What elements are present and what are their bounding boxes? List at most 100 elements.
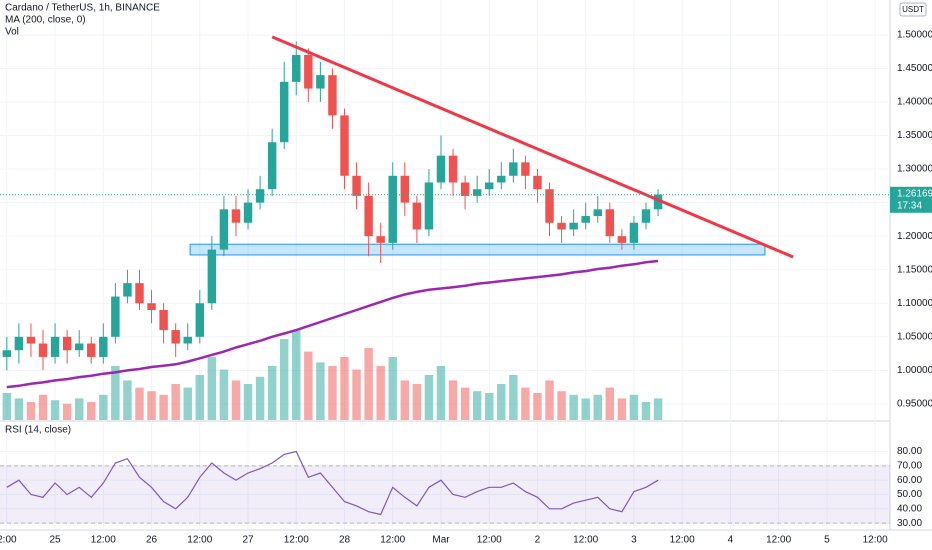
y-tick-label: 1.50000 [897, 30, 932, 41]
candle-body [376, 236, 385, 243]
x-tick-label: 26 [146, 535, 158, 546]
rsi-band [0, 465, 890, 524]
volume-bar [472, 391, 482, 420]
x-tick-label: 12:00 [477, 535, 502, 546]
volume-bar [641, 402, 651, 420]
chart-title: Cardano / TetherUS, 1h, BINANCE [5, 3, 160, 14]
candle-body [207, 249, 217, 304]
volume-bar [509, 375, 518, 420]
candle-body [400, 175, 410, 203]
volume-bar [521, 387, 530, 420]
currency-box[interactable] [899, 2, 927, 17]
candle-body [195, 303, 205, 337]
y-tick-label: 1.40000 [897, 97, 932, 108]
volume-bar [231, 380, 241, 420]
candle-body [460, 182, 470, 196]
candle-body [545, 189, 554, 223]
candle-body [388, 175, 397, 243]
ma-line [6, 259, 659, 389]
x-tick-label: 25 [50, 535, 62, 546]
candle-body [171, 330, 180, 344]
candle-body [448, 155, 458, 183]
candle-body [340, 115, 349, 176]
candle-body [219, 209, 229, 250]
y-tick-label: 1.30000 [897, 164, 932, 175]
volume-bar [50, 400, 60, 420]
volume-bar [171, 384, 180, 420]
volume-bar [87, 402, 96, 420]
rsi-tick-label: 70.00 [897, 460, 922, 471]
candle-body [412, 202, 422, 230]
ma-legend: MA (200, close, 0) [5, 15, 86, 26]
candle-body [159, 309, 168, 331]
y-tick-label: 1.20000 [897, 231, 932, 242]
candle-body [123, 283, 132, 297]
plot-layer [0, 0, 890, 530]
candle-body [484, 182, 494, 190]
y-tick-label: 1.15000 [897, 264, 932, 275]
volume-bar [111, 366, 120, 420]
volume-bar [159, 394, 168, 420]
volume-bar [316, 362, 325, 420]
volume-bar [147, 391, 156, 420]
candle-body [436, 155, 446, 183]
rsi-tick-label: 50.00 [897, 489, 922, 500]
candle-body [605, 209, 615, 237]
volume-bar [653, 398, 663, 420]
volume-bar [62, 403, 72, 420]
candle-body [255, 189, 265, 203]
x-tick-label: 2 [535, 535, 541, 546]
countdown-label: 17:34 [897, 200, 922, 211]
last-price-box [890, 186, 932, 213]
x-tick-label: 4 [728, 535, 734, 546]
y-tick-label: 1.45000 [897, 63, 932, 74]
volume-bar [304, 351, 313, 420]
volume-bar [255, 376, 265, 420]
volume-bar [581, 398, 590, 420]
candle-body [304, 55, 313, 89]
volume-bar [195, 375, 205, 420]
candle-body [581, 216, 590, 223]
volume-bar [484, 393, 494, 420]
volume-bar [533, 393, 542, 420]
candle-body [50, 336, 60, 357]
candle-body [569, 222, 578, 230]
candle-body [617, 236, 627, 243]
x-tick-label: 12:00 [863, 535, 888, 546]
candle-body [533, 175, 542, 190]
volume-bar [352, 369, 361, 420]
volume-bar [219, 369, 229, 420]
candle-body [279, 81, 289, 143]
rsi-tick-label: 30.00 [897, 518, 922, 529]
x-tick-label: 5 [824, 535, 830, 546]
x-tick-label: 27 [242, 535, 254, 546]
volume-bar [629, 394, 639, 420]
volume-bar [605, 387, 615, 420]
volume-bar [557, 391, 566, 420]
candle-body [135, 283, 144, 304]
volume-bar [292, 330, 301, 420]
volume-bar [74, 398, 84, 420]
x-tick-label: 2:00 [0, 535, 17, 546]
rsi-tick-label: 80.00 [897, 446, 922, 457]
x-tick-label: 12:00 [766, 535, 791, 546]
volume-bar [448, 380, 458, 420]
candle-body [243, 202, 253, 223]
volume-bar [545, 380, 554, 420]
volume-bar [436, 366, 446, 420]
volume-bar [388, 357, 397, 420]
candle-body [629, 222, 639, 243]
volume-bar [99, 394, 108, 420]
rsi-line [6, 450, 659, 516]
volume-bar [340, 357, 349, 420]
volume-bar [424, 375, 434, 420]
candle-body [38, 343, 48, 357]
currency-label: USDT [902, 5, 924, 14]
candle-body [653, 194, 663, 210]
candle-body [509, 162, 518, 176]
candle-body [292, 55, 301, 82]
x-tick-label: Mar [432, 535, 450, 546]
volume-bar [460, 387, 470, 420]
